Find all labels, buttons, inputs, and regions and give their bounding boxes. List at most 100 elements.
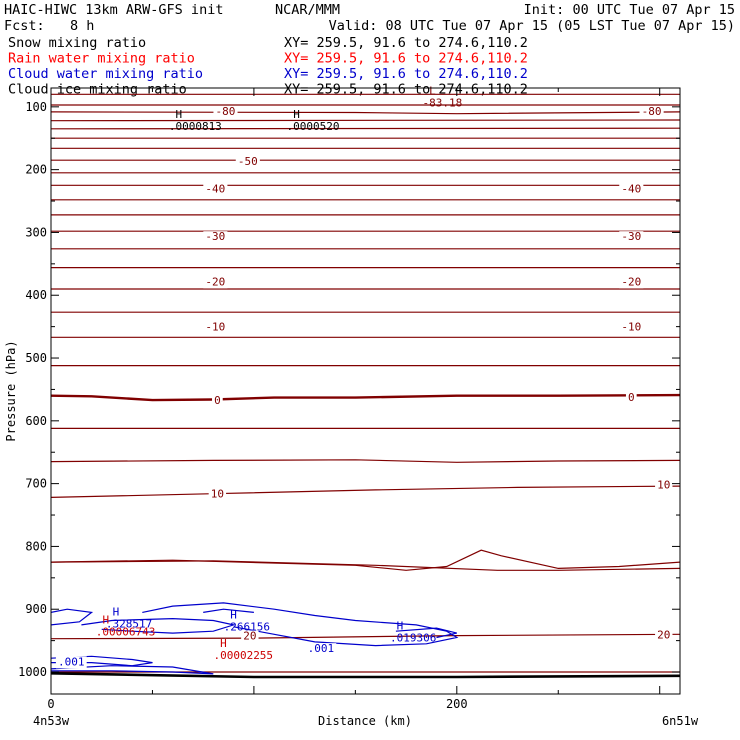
forecast-label: Fcst: <box>4 18 45 34</box>
temperature-label-15: 20 <box>243 630 256 643</box>
temperature-label-3: -40 <box>205 182 225 195</box>
y-tick-label-9: 1000 <box>18 665 47 679</box>
temperature-contour-3 <box>51 119 680 122</box>
y-tick-label-5: 600 <box>25 414 47 428</box>
temperature-label-10: -10 <box>621 321 641 334</box>
x-tick-label-0: 0 <box>47 697 54 711</box>
rain-extremum-value-0: .00006743 <box>96 626 156 639</box>
rain-extremum-letter-1: H <box>220 637 227 650</box>
temperature-label-7: -20 <box>205 275 225 288</box>
temperature-label-7-bg <box>203 276 228 289</box>
rain-extremum-letter-0: H <box>102 614 109 627</box>
temperature-extremum-value-0: -83.18 <box>422 96 462 109</box>
temperature-label-12: 0 <box>628 391 635 404</box>
cloud-water-contour-1 <box>81 617 236 634</box>
y-tick-label-0: 100 <box>25 100 47 114</box>
legend-name-2: Cloud water mixing ratio <box>8 66 203 82</box>
temperature-label-10-bg <box>619 321 644 334</box>
y-tick-label-1: 200 <box>25 163 47 177</box>
y-tick-label-4: 500 <box>25 351 47 365</box>
left-endpoint-label: 4n53w <box>33 714 70 728</box>
cloud-water-extremum-letter-2: H <box>397 619 404 632</box>
y-tick-label-8: 900 <box>25 602 47 616</box>
temperature-label-4: -40 <box>621 182 641 195</box>
cloud-water-contour-3 <box>203 608 254 613</box>
contour-layer <box>51 93 680 679</box>
legend-name-3: Cloud ice mixing ratio <box>8 82 187 98</box>
y-tick-label-3: 400 <box>25 288 47 302</box>
cloud-water-label-0: .001 <box>308 642 335 655</box>
snow-extremum-value-1: .0000520 <box>287 120 340 133</box>
temperature-label-3-bg <box>203 183 228 196</box>
valid-time: Valid: 08 UTC Tue 07 Apr 15 (05 LST Tue … <box>329 18 735 34</box>
legend-xy-2: XY= 259.5, 91.6 to 274.6,110.2 <box>284 66 528 82</box>
y-tick-label-6: 700 <box>25 477 47 491</box>
rain-extremum-value-1: .00002255 <box>213 649 273 662</box>
temperature-label-11: 0 <box>214 394 221 407</box>
temperature-label-5-bg <box>203 231 228 244</box>
cloud-water-extremum-value-1: .266156 <box>224 621 270 634</box>
temperature-label-0-bg <box>213 106 238 119</box>
temperature-label-14-bg <box>655 479 673 492</box>
legend-name-1: Rain water mixing ratio <box>8 51 195 67</box>
legend-xy-1: XY= 259.5, 91.6 to 274.6,110.2 <box>284 51 528 67</box>
temperature-label-14: 10 <box>657 478 670 491</box>
temperature-label-11-bg <box>212 395 223 408</box>
temperature-label-2: -50 <box>238 155 258 168</box>
temperature-label-16-bg <box>655 629 673 642</box>
y-axis-label: Pressure (hPa) <box>4 340 18 441</box>
cloud-water-label-1-bg <box>55 656 87 669</box>
legend-xy-3: XY= 259.5, 91.6 to 274.6,110.2 <box>284 82 528 98</box>
temperature-contour-23 <box>51 560 680 571</box>
temperature-label-9-bg <box>203 321 228 334</box>
cloud-water-extremum-letter-0: H <box>113 606 120 619</box>
contour-annotations: -80 -80 -50 -40 -40 -30 -30 -20 -20 -10 -10 0 0 10 10 2… <box>55 84 673 669</box>
temperature-label-13-bg <box>208 488 227 501</box>
snow-extremum-value-0: .0000813 <box>169 120 222 133</box>
temperature-label-0: -80 <box>216 105 236 118</box>
temperature-contour-19 <box>51 393 680 402</box>
org-label: NCAR/MMM <box>275 2 340 18</box>
init-time: Init: 00 UTC Tue 07 Apr 15 <box>524 2 735 18</box>
cloud-water-label-0-bg <box>305 643 337 656</box>
temperature-label-12-bg <box>625 391 637 404</box>
temperature-extremum-letter-0: L <box>429 84 436 97</box>
ground-line <box>51 672 680 679</box>
temperature-contour-2 <box>51 111 680 115</box>
y-tick-label-2: 300 <box>25 225 47 239</box>
cloud-water-extremum-letter-1: H <box>230 609 237 622</box>
temperature-label-5: -30 <box>205 230 225 243</box>
cloud-water-contour-5 <box>51 655 153 667</box>
temperature-label-13: 10 <box>211 488 224 501</box>
legend-xy-0: XY= 259.5, 91.6 to 274.6,110.2 <box>284 35 528 51</box>
temperature-label-4-bg <box>619 183 644 196</box>
temperature-label-9: -10 <box>205 321 225 334</box>
temperature-contour-21 <box>51 459 680 463</box>
temperature-label-8-bg <box>619 276 644 289</box>
cloud-water-contour-0 <box>51 608 94 626</box>
temperature-contour-24 <box>51 549 680 571</box>
cloud-water-contour-6 <box>51 665 214 675</box>
snow-extremum-letter-1: H <box>293 108 300 121</box>
cloud-water-contour-4 <box>395 627 457 639</box>
legend-name-0: Snow mixing ratio <box>8 35 146 51</box>
cloud-water-extremum-value-0: .328517 <box>106 618 152 631</box>
x-axis-label: Distance (km) <box>318 714 412 728</box>
plot-frame <box>50 87 681 695</box>
temperature-contour-25 <box>51 633 680 640</box>
model-title: HAIC-HIWC 13km ARW-GFS init <box>4 2 223 18</box>
temperature-label-8: -20 <box>621 275 641 288</box>
right-endpoint-label: 6n51w <box>662 714 699 728</box>
x-tick-label-1: 200 <box>446 697 468 711</box>
cloud-water-label-1: .001 <box>58 655 85 668</box>
temperature-contour-4 <box>51 127 680 130</box>
temperature-label-6-bg <box>619 231 644 244</box>
temperature-label-15-bg <box>241 630 259 643</box>
cloud-water-extremum-value-2: .019306 <box>390 631 436 644</box>
temperature-label-16: 20 <box>657 628 670 641</box>
temperature-label-2-bg <box>235 155 260 168</box>
temperature-label-1-bg <box>639 106 664 119</box>
snow-extremum-letter-0: H <box>176 108 183 121</box>
